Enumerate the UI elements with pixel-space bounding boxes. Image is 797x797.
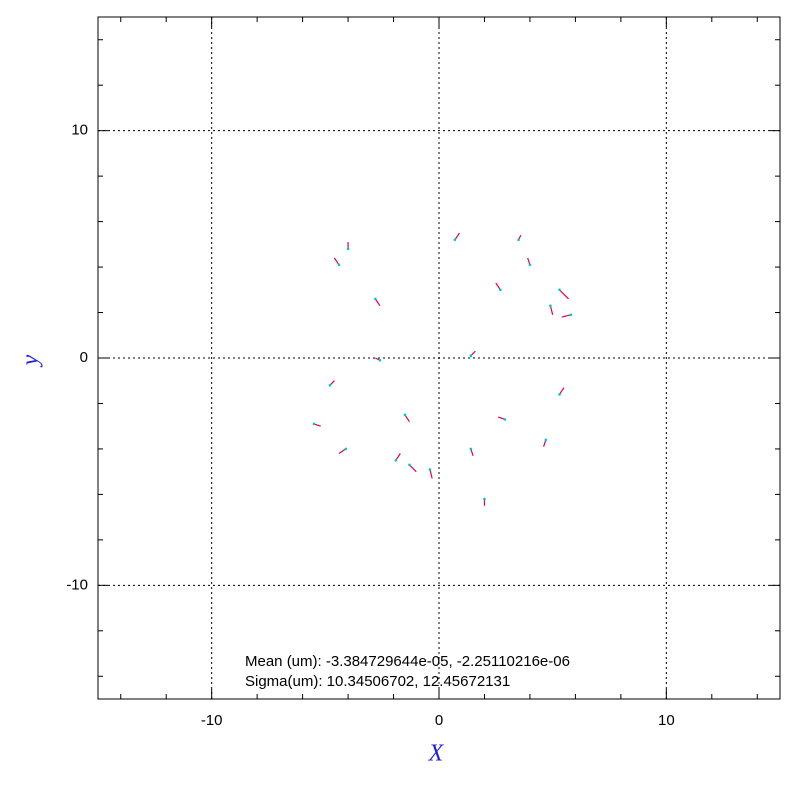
vector-point [408,463,411,467]
vector [454,232,460,241]
y-tick-label: 0 [80,349,88,366]
vector-point [428,468,432,471]
vector-point [528,263,532,267]
x-axis-label: X [428,741,445,767]
y-tick-label: -10 [66,576,88,593]
vector-point [469,354,473,358]
vector [429,469,433,479]
annotation: Mean (um): -3.384729644e-05, -2.25110216… [245,653,570,670]
vector-point [503,418,507,421]
vector-point [549,304,552,308]
vector [338,448,347,454]
vector-point [453,238,457,242]
vector [395,453,401,461]
vector-point [558,288,561,292]
vector [495,282,501,291]
vector-point [337,263,341,267]
vector-point [569,313,573,317]
vector [409,464,417,473]
y-tick-label: 10 [71,122,88,139]
vector-point [544,438,548,442]
vector [558,387,565,395]
vector-point [517,238,520,242]
vector [333,257,340,266]
y-axis-label: y [18,354,44,367]
vector-point [344,447,348,451]
vector [561,314,571,318]
vector [559,289,570,300]
vector [549,305,554,315]
vector-point [483,497,486,501]
x-tick-label: 10 [658,712,675,729]
annotation: Sigma(um): 10.34506702, 12.45672131 [245,673,510,690]
vector [374,298,381,307]
vector-point [558,393,561,396]
vector-point [378,358,382,362]
vector-point [328,383,332,387]
vector-point [394,459,398,462]
vector-point [312,422,316,426]
vector-point [469,447,473,451]
x-tick-label: 0 [435,712,443,729]
vector-point [346,247,350,251]
vector [404,414,410,422]
vector-point [374,297,377,301]
vector-point [403,413,407,417]
vector-point [499,288,502,292]
x-tick-label: -10 [201,712,223,729]
